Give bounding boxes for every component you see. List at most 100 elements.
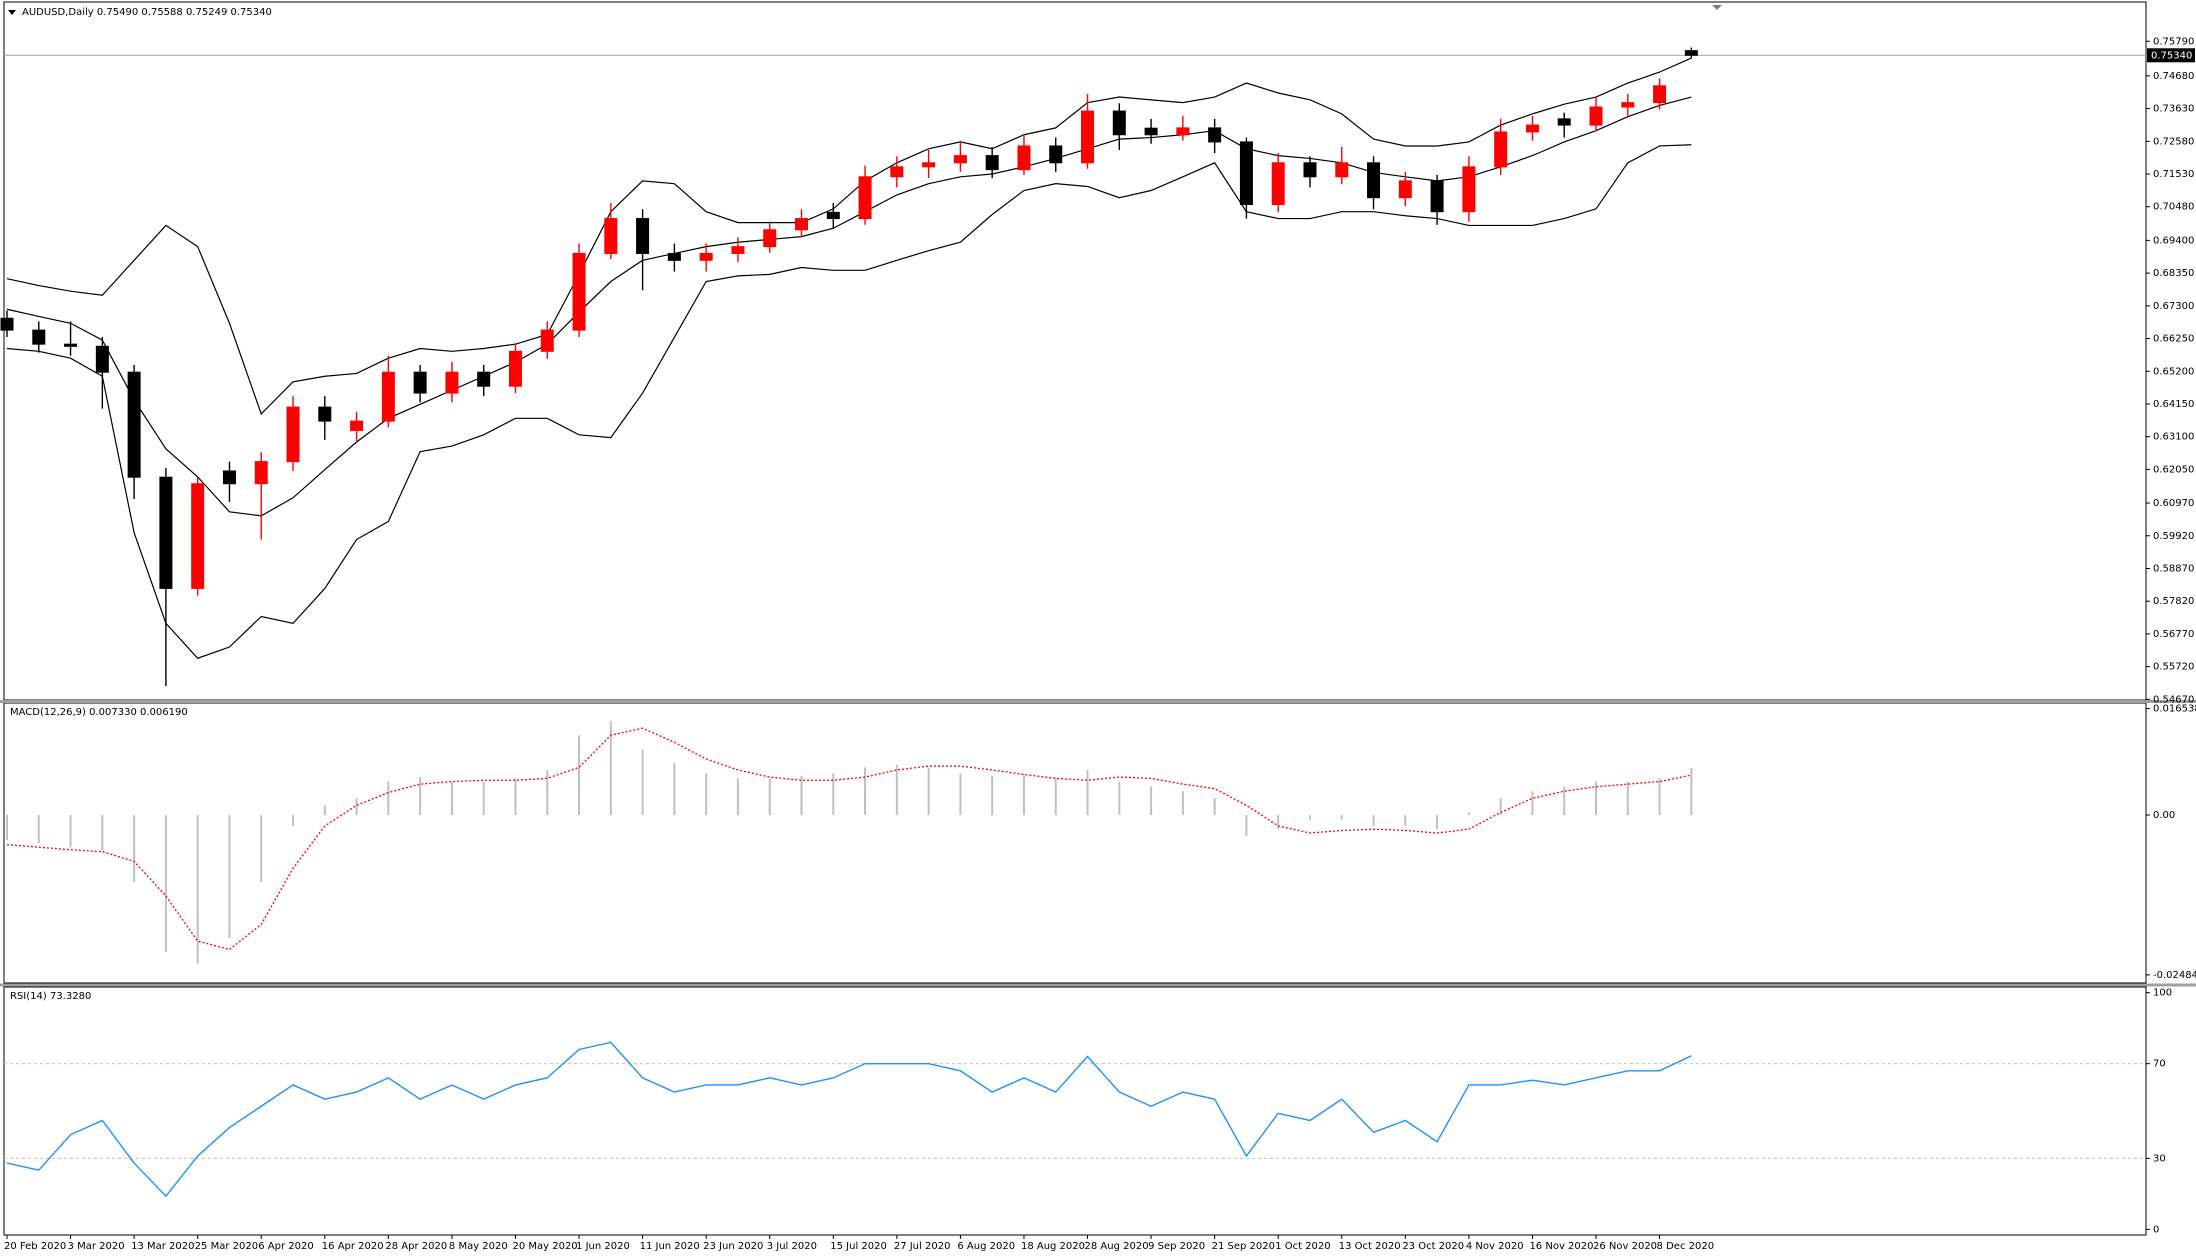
macd-bar (991, 775, 994, 816)
macd-bar (101, 815, 104, 852)
candle-body (1621, 102, 1635, 108)
macd-bar (1118, 781, 1121, 816)
macd-bar (864, 767, 867, 816)
macd-bar (1372, 815, 1375, 826)
macd-bar (927, 767, 930, 816)
macd-bar (832, 773, 835, 816)
macd-bar (69, 815, 72, 848)
macd-title: MACD(12,26,9) 0.007330 0.006190 (10, 707, 188, 718)
candle-body (127, 371, 141, 478)
x-tick-label: 16 Apr 2020 (322, 1241, 384, 1252)
y-tick-label: -0.024849 (2153, 970, 2196, 981)
x-tick-label: 18 Aug 2020 (1021, 1241, 1085, 1252)
y-tick-label: 0.59920 (2153, 531, 2194, 542)
candle-body (350, 420, 364, 431)
macd-bar (1531, 791, 1534, 816)
macd-bar (609, 721, 612, 816)
x-tick-label: 16 Nov 2020 (1529, 1241, 1593, 1252)
candle-body (1208, 127, 1222, 143)
bollinger-middle (6, 96, 1692, 517)
y-tick-label: 0.56770 (2153, 629, 2194, 640)
macd-bar (578, 735, 581, 816)
candle-body (922, 162, 936, 168)
candle-body (1239, 141, 1253, 206)
last-price-box (2147, 48, 2195, 63)
macd-bar (959, 773, 962, 816)
candle-body (32, 329, 46, 345)
x-tick-label: 25 Mar 2020 (195, 1241, 258, 1252)
main-title: AUDUSD,Daily 0.75490 0.75588 0.75249 0.7… (22, 7, 272, 18)
x-tick-label: 27 Jul 2020 (894, 1241, 951, 1252)
x-tick-label: 28 Aug 2020 (1085, 1241, 1149, 1252)
y-tick-label: 0 (2153, 1224, 2159, 1235)
candle-body (1271, 162, 1285, 206)
macd-bar (1086, 769, 1089, 816)
candle-body (318, 406, 332, 422)
macd-panel-frame (3, 702, 2147, 984)
macd-bar (1340, 815, 1343, 820)
x-tick-label: 26 Nov 2020 (1593, 1241, 1657, 1252)
x-tick-label: 1 Jun 2020 (576, 1241, 630, 1252)
x-tick-label: 13 Oct 2020 (1339, 1241, 1401, 1252)
x-tick-label: 6 Apr 2020 (258, 1241, 313, 1252)
candle-body (667, 252, 681, 261)
macd-bar (768, 778, 771, 816)
x-tick-label: 3 Mar 2020 (68, 1241, 125, 1252)
candle-body (1653, 85, 1667, 104)
rsi-panel-frame (3, 986, 2147, 1236)
candle-body (1525, 124, 1539, 133)
x-tick-label: 4 Nov 2020 (1466, 1241, 1524, 1252)
candle-body (1176, 127, 1190, 136)
candle-body (604, 218, 618, 254)
candle-body (890, 166, 904, 178)
y-tick-label: 0.00 (2153, 810, 2175, 821)
candle-body (1430, 180, 1444, 213)
y-tick-label: 0.68350 (2153, 268, 2194, 279)
x-tick-label: 8 May 2020 (449, 1241, 508, 1252)
y-tick-label: 0.55720 (2153, 662, 2194, 673)
y-tick-label: 0.67300 (2153, 301, 2194, 312)
macd-bar (736, 778, 739, 816)
macd-bar (514, 778, 517, 816)
y-tick-label: 0.72580 (2153, 136, 2194, 147)
x-tick-label: 6 Aug 2020 (957, 1241, 1015, 1252)
candle-body (1144, 127, 1158, 136)
macd-bar (1308, 815, 1311, 820)
candle-body (826, 211, 840, 220)
candle-body (1684, 50, 1698, 56)
candle-body (64, 343, 78, 347)
macd-bar (6, 815, 8, 841)
macd-bar (1499, 798, 1502, 816)
macd-bar (673, 762, 676, 816)
candle-body (508, 350, 522, 387)
candle-body (445, 371, 459, 394)
macd-bar (800, 775, 803, 816)
candle-body (1081, 110, 1095, 164)
macd-bar (1245, 815, 1248, 837)
y-tick-label: 0.74680 (2153, 71, 2194, 82)
x-tick-label: 13 Mar 2020 (131, 1241, 194, 1252)
candle-body (1017, 145, 1031, 171)
y-tick-label: 0.62050 (2153, 464, 2194, 475)
macd-bar (1181, 791, 1184, 816)
x-tick-label: 28 Apr 2020 (385, 1241, 447, 1252)
shift-marker[interactable] (1712, 5, 1722, 10)
macd-bar (705, 773, 708, 816)
x-tick-label: 1 Oct 2020 (1275, 1241, 1330, 1252)
candle-body (1335, 162, 1349, 178)
macd-bar (1054, 778, 1057, 816)
symbol-menu-icon[interactable] (8, 10, 16, 15)
macd-bar (1595, 781, 1597, 816)
y-tick-label: 0.69400 (2153, 235, 2194, 246)
y-tick-label: 0.75790 (2153, 36, 2194, 47)
y-tick-label: 0.66250 (2153, 334, 2194, 345)
macd-bar (1436, 815, 1439, 830)
y-tick-label: 0.63100 (2153, 432, 2194, 443)
macd-bar (196, 815, 199, 964)
x-tick-label: 15 Jul 2020 (830, 1241, 887, 1252)
y-tick-label: 0.71530 (2153, 169, 2194, 180)
candle-body (858, 176, 872, 220)
main-panel-frame (3, 1, 2147, 701)
candle-body (1112, 110, 1126, 136)
